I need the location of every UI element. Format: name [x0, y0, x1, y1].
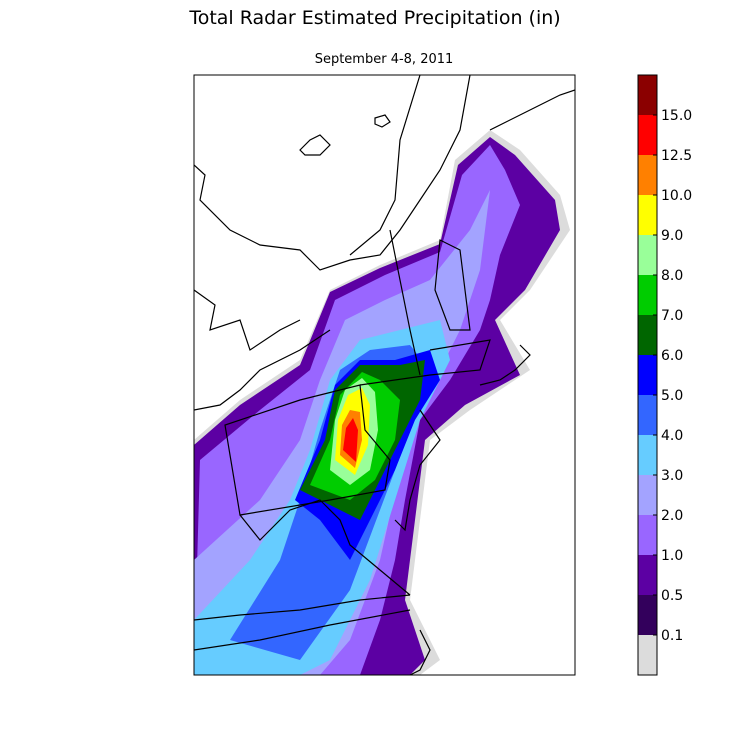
- colorbar-label: 1.0: [661, 548, 683, 564]
- colorbar-segment: [638, 435, 657, 475]
- colorbar-label: 3.0: [661, 468, 683, 484]
- colorbar-segment: [638, 635, 657, 675]
- colorbar-segment: [638, 395, 657, 435]
- colorbar-label: 6.0: [661, 348, 683, 364]
- colorbar-label: 0.1: [661, 628, 683, 644]
- colorbar-segment: [638, 235, 657, 275]
- colorbar-label: 7.0: [661, 308, 683, 324]
- colorbar-frame: [637, 74, 658, 676]
- map-frame: [193, 74, 576, 676]
- colorbar-label: 2.0: [661, 508, 683, 524]
- title: Total Radar Estimated Precipitation (in): [188, 7, 560, 29]
- colorbar-segment: [638, 555, 657, 595]
- colorbar-label: 10.0: [661, 188, 692, 204]
- colorbar-segment: [638, 75, 657, 115]
- colorbar-label: 12.5: [661, 148, 692, 164]
- colorbar-label: 15.0: [661, 108, 692, 124]
- colorbar-segment: [638, 115, 657, 155]
- colorbar-label: 8.0: [661, 268, 683, 284]
- colorbar-segment: [638, 275, 657, 315]
- colorbar-segment: [638, 475, 657, 515]
- colorbar-segment: [638, 195, 657, 235]
- colorbar-label: 4.0: [661, 428, 683, 444]
- colorbar-segment: [638, 315, 657, 355]
- colorbar-label: 9.0: [661, 228, 683, 244]
- colorbar-segment: [638, 515, 657, 555]
- colorbar-segment: [638, 355, 657, 395]
- colorbar-label: 0.5: [661, 588, 683, 604]
- colorbar-segment: [638, 155, 657, 195]
- map: [193, 74, 576, 676]
- subtitle: September 4-8, 2011: [315, 52, 454, 67]
- colorbar-segment: [638, 595, 657, 635]
- colorbar-label: 5.0: [661, 388, 683, 404]
- colorbar: 0.1 0.5 1.0 2.0 3.0 4.0 5.0 6.0 7.0 8.0 9.0 10.0 12.…: [638, 75, 692, 675]
